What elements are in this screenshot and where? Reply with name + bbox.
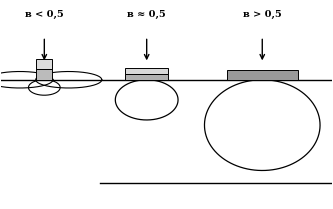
Bar <box>125 74 168 80</box>
Bar <box>36 59 52 69</box>
Bar <box>227 70 298 80</box>
Text: в ≈ 0,5: в ≈ 0,5 <box>127 10 166 19</box>
Text: в > 0,5: в > 0,5 <box>243 10 282 19</box>
Text: в < 0,5: в < 0,5 <box>25 10 64 19</box>
Bar <box>36 69 52 80</box>
Bar <box>125 68 168 74</box>
